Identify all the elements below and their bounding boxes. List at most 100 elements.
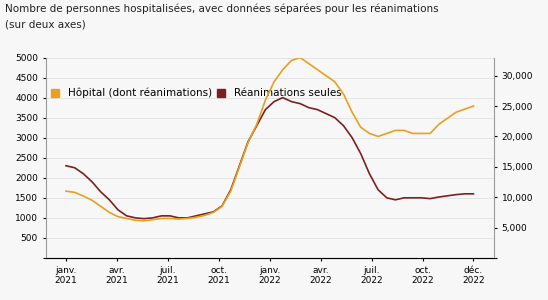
- Réanimations seules: [409, 196, 416, 200]
- Hôpital (dont réanimations): [409, 132, 416, 135]
- Hôpital (dont réanimations): [115, 215, 121, 218]
- Réanimations seules: [427, 197, 433, 200]
- Hôpital (dont réanimations): [444, 116, 451, 120]
- Réanimations seules: [141, 217, 147, 220]
- Hôpital (dont réanimations): [305, 62, 312, 65]
- Réanimations seules: [340, 124, 347, 128]
- Réanimations seules: [62, 164, 69, 167]
- Réanimations seules: [193, 214, 199, 218]
- Hôpital (dont réanimations): [150, 218, 156, 221]
- Hôpital (dont réanimations): [219, 205, 225, 208]
- Réanimations seules: [436, 195, 442, 199]
- Réanimations seules: [132, 216, 139, 220]
- Réanimations seules: [375, 188, 381, 192]
- Hôpital (dont réanimations): [279, 68, 286, 71]
- Hôpital (dont réanimations): [375, 135, 381, 138]
- Réanimations seules: [279, 96, 286, 99]
- Réanimations seules: [167, 214, 173, 218]
- Hôpital (dont réanimations): [323, 74, 329, 77]
- Hôpital (dont réanimations): [98, 205, 104, 208]
- Hôpital (dont réanimations): [193, 215, 199, 219]
- Réanimations seules: [288, 100, 295, 103]
- Hôpital (dont réanimations): [436, 122, 442, 126]
- Hôpital (dont réanimations): [332, 80, 338, 84]
- Hôpital (dont réanimations): [123, 217, 130, 220]
- Hôpital (dont réanimations): [236, 165, 243, 169]
- Réanimations seules: [401, 196, 407, 200]
- Hôpital (dont réanimations): [288, 59, 295, 62]
- Réanimations seules: [175, 216, 182, 220]
- Réanimations seules: [366, 172, 373, 175]
- Réanimations seules: [80, 172, 87, 175]
- Hôpital (dont réanimations): [262, 98, 269, 102]
- Réanimations seules: [392, 198, 399, 202]
- Réanimations seules: [254, 124, 260, 128]
- Hôpital (dont réanimations): [314, 68, 321, 71]
- Hôpital (dont réanimations): [427, 132, 433, 135]
- Hôpital (dont réanimations): [175, 217, 182, 221]
- Réanimations seules: [245, 140, 252, 143]
- Hôpital (dont réanimations): [340, 92, 347, 96]
- Hôpital (dont réanimations): [453, 110, 459, 114]
- Réanimations seules: [349, 136, 356, 140]
- Réanimations seules: [184, 216, 191, 220]
- Réanimations seules: [71, 166, 78, 169]
- Hôpital (dont réanimations): [80, 194, 87, 198]
- Réanimations seules: [227, 188, 234, 192]
- Réanimations seules: [89, 180, 95, 184]
- Hôpital (dont réanimations): [106, 211, 113, 214]
- Hôpital (dont réanimations): [384, 132, 390, 135]
- Hôpital (dont réanimations): [470, 104, 477, 108]
- Réanimations seules: [297, 102, 304, 105]
- Réanimations seules: [115, 208, 121, 212]
- Réanimations seules: [123, 214, 130, 218]
- Réanimations seules: [444, 194, 451, 198]
- Hôpital (dont réanimations): [357, 126, 364, 129]
- Hôpital (dont réanimations): [71, 190, 78, 194]
- Réanimations seules: [323, 112, 329, 116]
- Réanimations seules: [357, 152, 364, 155]
- Réanimations seules: [210, 210, 216, 214]
- Hôpital (dont réanimations): [245, 141, 252, 144]
- Text: (sur deux axes): (sur deux axes): [5, 20, 86, 29]
- Réanimations seules: [332, 116, 338, 119]
- Réanimations seules: [150, 216, 156, 220]
- Hôpital (dont réanimations): [418, 132, 425, 135]
- Réanimations seules: [384, 196, 390, 200]
- Réanimations seules: [453, 193, 459, 196]
- Hôpital (dont réanimations): [167, 217, 173, 220]
- Hôpital (dont réanimations): [461, 107, 468, 111]
- Réanimations seules: [305, 106, 312, 110]
- Hôpital (dont réanimations): [62, 189, 69, 193]
- Hôpital (dont réanimations): [227, 189, 234, 193]
- Hôpital (dont réanimations): [132, 218, 139, 222]
- Réanimations seules: [418, 196, 425, 200]
- Hôpital (dont réanimations): [366, 132, 373, 135]
- Réanimations seules: [461, 192, 468, 196]
- Réanimations seules: [98, 190, 104, 194]
- Réanimations seules: [106, 198, 113, 202]
- Line: Réanimations seules: Réanimations seules: [66, 98, 473, 219]
- Hôpital (dont réanimations): [210, 211, 216, 214]
- Réanimations seules: [262, 108, 269, 111]
- Hôpital (dont réanimations): [349, 110, 356, 114]
- Réanimations seules: [219, 204, 225, 208]
- Hôpital (dont réanimations): [271, 80, 277, 84]
- Hôpital (dont réanimations): [392, 129, 399, 132]
- Hôpital (dont réanimations): [297, 56, 304, 59]
- Réanimations seules: [158, 214, 164, 218]
- Line: Hôpital (dont réanimations): Hôpital (dont réanimations): [66, 58, 473, 221]
- Hôpital (dont réanimations): [141, 219, 147, 223]
- Hôpital (dont réanimations): [184, 217, 191, 220]
- Hôpital (dont réanimations): [202, 214, 208, 217]
- Réanimations seules: [271, 100, 277, 103]
- Hôpital (dont réanimations): [89, 199, 95, 202]
- Hôpital (dont réanimations): [254, 122, 260, 126]
- Hôpital (dont réanimations): [401, 129, 407, 132]
- Réanimations seules: [202, 212, 208, 216]
- Text: Nombre de personnes hospitalisées, avec données séparées pour les réanimations: Nombre de personnes hospitalisées, avec …: [5, 3, 439, 13]
- Réanimations seules: [236, 164, 243, 167]
- Réanimations seules: [314, 108, 321, 111]
- Réanimations seules: [470, 192, 477, 196]
- Hôpital (dont réanimations): [158, 217, 164, 220]
